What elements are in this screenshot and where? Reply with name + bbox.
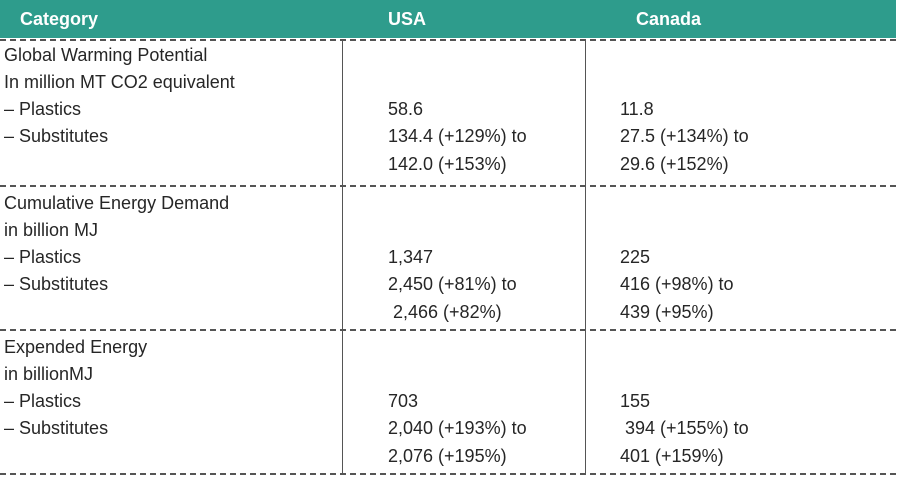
canada-value: 29.6 (+152%) xyxy=(620,153,729,174)
column-header: Canada xyxy=(636,9,702,29)
usa-value: 134.4 (+129%) to xyxy=(388,126,527,147)
category-line: – Substitutes xyxy=(4,418,109,439)
category-line: – Substitutes xyxy=(4,126,109,147)
row-divider xyxy=(0,473,896,475)
category-line: Cumulative Energy Demand xyxy=(4,192,230,213)
row-divider xyxy=(0,329,896,331)
column-divider xyxy=(342,40,343,474)
row-divider xyxy=(0,39,896,41)
usa-value: 142.0 (+153%) xyxy=(388,153,507,174)
category-line: – Substitutes xyxy=(4,274,109,295)
canada-value: 11.8 xyxy=(620,99,654,120)
category-line: in billion MJ xyxy=(4,219,99,240)
canada-value: 27.5 (+134%) to xyxy=(620,126,749,147)
usa-value: 2,076 (+195%) xyxy=(388,445,507,466)
column-header: USA xyxy=(388,9,427,29)
category-line: Global Warming Potential xyxy=(4,44,208,65)
canada-value: 155 xyxy=(620,391,651,412)
usa-value: 2,466 (+82%) xyxy=(388,301,502,322)
column-divider xyxy=(585,40,586,474)
usa-value: 58.6 xyxy=(388,99,424,120)
canada-value: 394 (+155%) to xyxy=(620,418,749,439)
category-line: in billionMJ xyxy=(4,363,94,384)
canada-value: 401 (+159%) xyxy=(620,445,724,466)
category-line: – Plastics xyxy=(4,247,82,268)
header-row: Category USA Canada xyxy=(0,0,896,38)
row-divider xyxy=(0,185,896,187)
category-line: In million MT CO2 equivalent xyxy=(4,71,235,92)
canada-value: 416 (+98%) to xyxy=(620,274,734,295)
category-line: Expended Energy xyxy=(4,336,148,357)
canada-value: 439 (+95%) xyxy=(620,301,714,322)
canada-value: 225 xyxy=(620,247,651,268)
usa-value: 2,040 (+193%) to xyxy=(388,418,527,439)
category-line: – Plastics xyxy=(4,99,82,120)
column-header: Category xyxy=(20,9,99,29)
usa-value: 1,347 xyxy=(388,247,434,268)
category-line: – Plastics xyxy=(4,391,82,412)
usa-value: 703 xyxy=(388,391,419,412)
usa-value: 2,450 (+81%) to xyxy=(388,274,517,295)
